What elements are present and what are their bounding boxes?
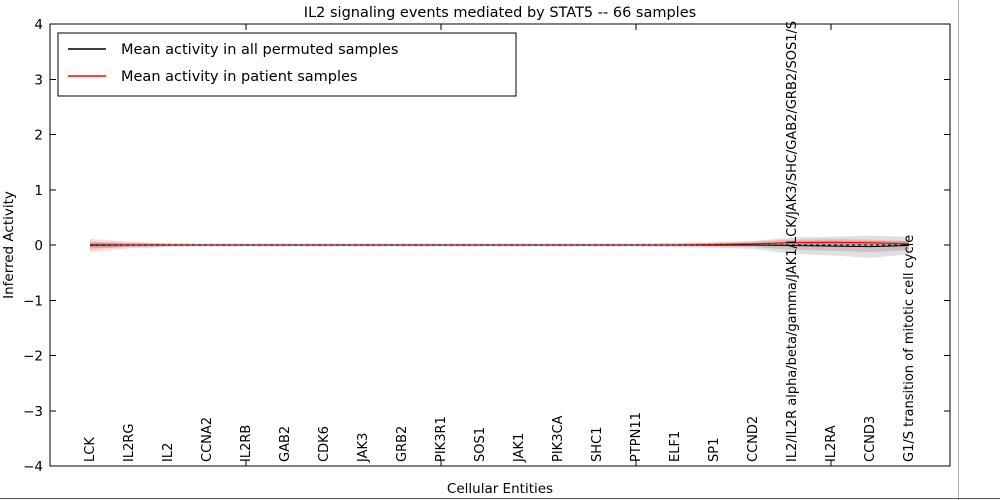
series-band-0: [90, 235, 909, 258]
category-label: GRB2: [395, 426, 410, 462]
category-label: GAB2: [278, 426, 293, 462]
category-label: IL2/IL2R alpha/beta/gamma/JAK1/LCK/JAK3/…: [785, 21, 800, 462]
y-axis-label: Inferred Activity: [1, 191, 17, 299]
category-label: LCK: [83, 437, 98, 462]
category-label: ELF1: [668, 431, 683, 462]
legend-label-permuted: Mean activity in all permuted samples: [121, 42, 398, 58]
y-tick-label: 1: [34, 183, 43, 199]
plot-border: [49, 23, 951, 467]
category-label: SP1: [707, 438, 722, 462]
category-label: PIK3CA: [551, 415, 566, 462]
legend-box: [57, 32, 517, 97]
legend: Mean activity in all permuted samples Me…: [57, 32, 517, 97]
y-tick-label: 2: [34, 128, 43, 144]
category-label: CCNA2: [200, 417, 215, 462]
category-label: SHC1: [590, 427, 605, 462]
series-band-0: [90, 241, 909, 253]
category-label: IL2RB: [239, 425, 254, 462]
category-label: IL2RG: [122, 424, 137, 462]
category-label: G1/S transition of mitotic cell cycle: [902, 235, 917, 462]
x-axis-label: Cellular Entities: [447, 481, 553, 497]
y-tick-label: 3: [34, 72, 43, 88]
category-label: SOS1: [473, 427, 488, 462]
y-tick-label: −2: [23, 349, 43, 365]
legend-label-patient: Mean activity in patient samples: [121, 69, 357, 85]
category-label: CCND2: [746, 416, 761, 462]
chart-title: IL2 signaling events mediated by STAT5 -…: [304, 5, 696, 21]
category-label: PTPN11: [629, 412, 644, 462]
y-tick-label: 4: [34, 17, 43, 33]
category-label: IL2RA: [824, 425, 839, 462]
category-label: PIK3R1: [434, 416, 449, 462]
category-label: JAK3: [356, 433, 371, 463]
category-label: CCND3: [863, 416, 878, 462]
y-tick-label: −4: [23, 459, 43, 475]
y-tick-label: −1: [23, 293, 43, 309]
category-label: CDK6: [317, 426, 332, 462]
category-label: IL2: [161, 443, 176, 462]
y-tick-label: 0: [34, 238, 43, 254]
y-tick-label: −3: [23, 404, 43, 420]
series-band-1: [90, 238, 909, 253]
category-label: JAK1: [512, 433, 527, 463]
